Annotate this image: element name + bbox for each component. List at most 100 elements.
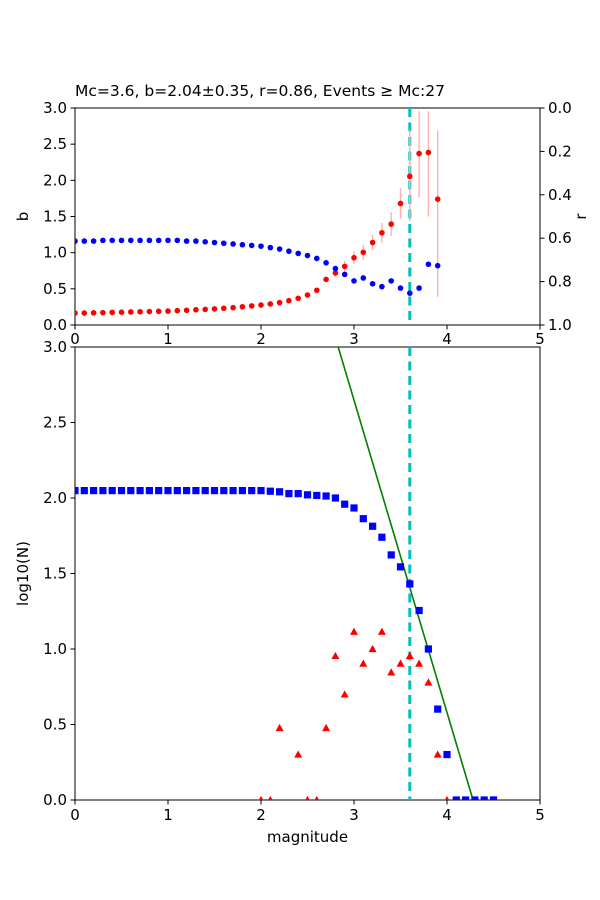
b-point xyxy=(81,238,88,244)
r-point xyxy=(118,309,125,315)
magnitude-axis-label: magnitude xyxy=(267,828,348,846)
cumulative-count-point xyxy=(424,645,432,653)
r-point xyxy=(332,270,339,276)
cumulative-count-point xyxy=(303,491,312,499)
bottom-axes-frame xyxy=(74,346,541,801)
b-point xyxy=(248,242,255,249)
b-axis-tick-label: 1.5 xyxy=(43,208,67,226)
bin-count-point xyxy=(387,668,396,676)
bin-count-point xyxy=(359,659,368,667)
x-tick-label: 4 xyxy=(442,330,452,348)
b-point xyxy=(388,278,395,284)
b-point xyxy=(286,248,292,255)
r-point xyxy=(304,292,311,298)
r-point xyxy=(230,304,236,311)
r-point xyxy=(146,308,153,315)
cumulative-count-point xyxy=(99,487,107,495)
r-value-series xyxy=(75,149,441,316)
cumulative-count-point xyxy=(406,580,414,588)
cumulative-count-point xyxy=(462,796,470,800)
cumulative-count-point xyxy=(248,487,256,495)
b-point xyxy=(221,240,227,247)
r-point xyxy=(137,308,143,315)
cumulative-count-point xyxy=(90,487,98,495)
cumulative-count-point xyxy=(369,522,377,530)
cumulative-count-point xyxy=(173,487,181,495)
b-point xyxy=(202,239,208,245)
r-point xyxy=(128,309,134,315)
cumulative-count-point xyxy=(331,494,339,502)
cumulative-count-point xyxy=(238,487,246,495)
b-point xyxy=(258,243,264,249)
b-point xyxy=(351,278,357,284)
bin-count-point xyxy=(305,795,310,800)
r-point xyxy=(286,297,292,304)
cumulative-count-point xyxy=(220,487,228,495)
cumulative-count-point xyxy=(313,491,321,500)
b-axis-tick-label: 3.0 xyxy=(43,99,67,117)
cumulative-count-point xyxy=(341,500,349,508)
cumulative-count-point xyxy=(396,563,405,571)
b-axis-tick-label: 0.0 xyxy=(43,316,67,334)
logn-axis-tick-label: 0.5 xyxy=(43,716,67,734)
b-point xyxy=(332,265,339,272)
b-axis-label: b xyxy=(14,212,32,222)
bin-count-point xyxy=(340,690,349,698)
r-axis-tick-label: 0.6 xyxy=(548,229,572,247)
bottom-axes-content xyxy=(75,347,498,800)
cumulative-count-point xyxy=(415,606,423,615)
b-point xyxy=(341,271,348,278)
bin-count-point xyxy=(405,651,414,660)
b-point xyxy=(146,237,153,244)
r-point xyxy=(211,306,218,312)
b-point xyxy=(109,237,115,244)
b-point xyxy=(90,238,97,244)
b-point xyxy=(276,246,283,252)
cumulative-count-point xyxy=(489,796,498,800)
b-point xyxy=(360,275,367,281)
logn-axis-tick-label: 2.0 xyxy=(43,489,67,507)
b-point xyxy=(323,259,329,266)
r-axis-tick-label: 0.8 xyxy=(548,273,572,291)
r-point xyxy=(407,173,413,180)
r-point xyxy=(202,306,208,313)
r-point xyxy=(341,263,348,270)
cumulative-count-point xyxy=(229,487,237,495)
b-point xyxy=(407,290,413,296)
cumulative-count-point xyxy=(127,487,135,495)
b-point xyxy=(369,280,376,287)
cumulative-count-point xyxy=(350,504,358,512)
logn-axis-label: log10(N) xyxy=(14,541,32,606)
x-tick-label: 3 xyxy=(349,330,359,348)
b-point xyxy=(118,237,125,244)
bin-count-point xyxy=(444,795,450,800)
top-axes-content xyxy=(75,108,441,325)
x-tick-label: 1 xyxy=(163,330,173,348)
bin-count-point xyxy=(331,651,340,660)
logn-axis-tick-label: 1.5 xyxy=(43,565,67,583)
bin-count-series xyxy=(258,627,496,800)
b-point xyxy=(165,237,171,244)
b-axis-tick-label: 1.0 xyxy=(43,244,67,262)
figure-title: Mc=3.6, b=2.04±0.35, r=0.86, Events ≥ Mc… xyxy=(75,82,445,100)
bin-count-point xyxy=(268,795,273,800)
r-point xyxy=(267,301,274,307)
cumulative-count-point xyxy=(387,551,395,559)
cumulative-count-point xyxy=(443,750,451,759)
bin-count-point xyxy=(275,723,284,732)
r-point xyxy=(155,308,162,315)
x-tick-label: 5 xyxy=(535,806,545,824)
b-value-series xyxy=(75,237,441,296)
cumulative-count-point xyxy=(136,487,144,495)
cumulative-count-point xyxy=(108,487,116,495)
cumulative-count-point xyxy=(201,487,209,495)
r-point xyxy=(109,309,115,316)
b-point xyxy=(239,241,246,248)
logn-axis-tick-label: 2.5 xyxy=(43,414,67,432)
r-point xyxy=(239,303,246,310)
x-tick-label: 0 xyxy=(70,330,80,348)
x-tick-label: 2 xyxy=(256,806,266,824)
cumulative-count-point xyxy=(192,487,200,495)
bin-count-point xyxy=(433,750,442,758)
